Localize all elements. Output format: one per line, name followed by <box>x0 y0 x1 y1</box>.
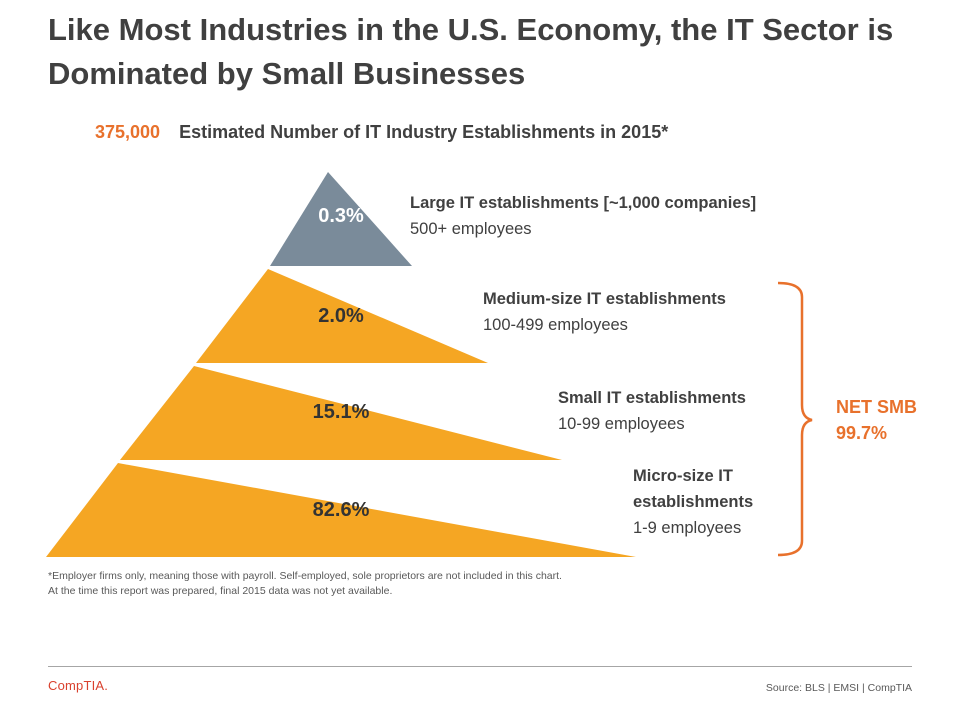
chart-subtitle: 375,000 Estimated Number of IT Industry … <box>95 122 668 143</box>
tier-large <box>270 172 412 266</box>
comptia-logo: CompTIA. <box>48 678 109 693</box>
tier-medium-percent: 2.0% <box>318 305 364 327</box>
footer-divider <box>48 666 912 667</box>
tier-small-percent: 15.1% <box>313 401 370 423</box>
tier-medium-label: Medium-size IT establishments 100-499 em… <box>483 290 726 334</box>
page-title: Like Most Industries in the U.S. Economy… <box>48 12 894 91</box>
tier-micro-label: Micro-size IT establishments 1-9 employe… <box>633 467 754 537</box>
total-establishments: 375,000 <box>95 122 161 142</box>
tier-micro-percent: 82.6% <box>313 499 370 521</box>
subtitle-text: Estimated Number of IT Industry Establis… <box>179 122 669 142</box>
tier-large-label: Large IT establishments [~1,000 companie… <box>410 194 757 238</box>
footnote: *Employer firms only, meaning those with… <box>48 570 562 597</box>
tier-micro <box>46 463 636 557</box>
tier-large-percent: 0.3% <box>318 205 364 227</box>
net-smb-bracket <box>777 281 813 557</box>
source-note: Source: BLS | EMSI | CompTIA <box>765 682 912 694</box>
tier-small <box>120 366 562 460</box>
tier-medium <box>196 269 488 363</box>
tier-small-label: Small IT establishments 10-99 employees <box>558 389 746 433</box>
net-smb-label: NET SMB 99.7% <box>836 397 917 443</box>
